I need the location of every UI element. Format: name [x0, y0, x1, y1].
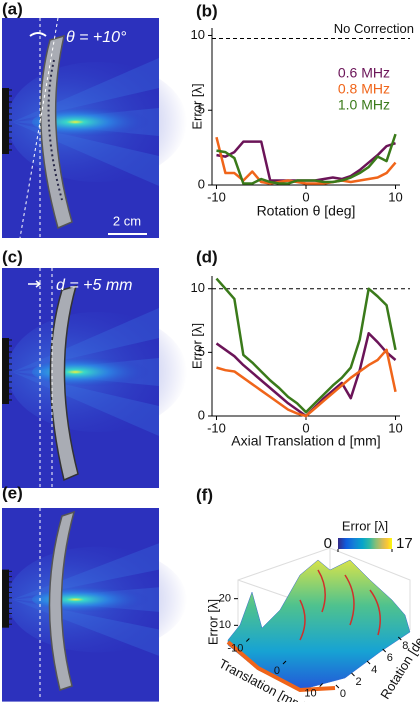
- x-tick-label: 0: [274, 665, 280, 677]
- z-axis-label: Error [λ]: [205, 599, 220, 645]
- y-tick-label: 5: [198, 102, 205, 117]
- bone-texture: [47, 59, 63, 201]
- legend-entry: 1.0 MHz: [338, 97, 390, 113]
- y-tick: [397, 636, 402, 641]
- panel-label: (f): [196, 485, 213, 504]
- y-tick-label: 0: [198, 407, 205, 422]
- shift-arrow: [28, 280, 42, 288]
- x-tick-label: -10: [207, 189, 226, 204]
- contour: [299, 569, 381, 641]
- field-image: [1, 17, 188, 239]
- reference-label: No Correction: [334, 21, 414, 36]
- series-line: [216, 348, 397, 418]
- scale-bar-label: 2 cm: [113, 213, 141, 228]
- y-tick-label: 5: [198, 344, 205, 359]
- series-line: [215, 277, 397, 414]
- series-line: [216, 140, 396, 182]
- colorbar-label: Error [λ]: [342, 518, 388, 533]
- panel-label: (a): [2, 0, 23, 18]
- y-axis-label: Error [λ]: [189, 323, 204, 369]
- colorbar-tick-label: 17: [396, 535, 413, 552]
- series-line: [216, 133, 397, 185]
- annotation: θ = +10°: [66, 29, 127, 46]
- x-tick-label: -10: [207, 420, 226, 435]
- x-tick-label: -10: [227, 642, 243, 654]
- y-axis-label: Error [λ]: [189, 83, 204, 129]
- field-image: [1, 267, 188, 489]
- z-tick-label: 10: [219, 619, 231, 631]
- z-tick-label: 20: [219, 593, 231, 605]
- field-image: [1, 507, 188, 702]
- series-line: [215, 136, 397, 185]
- error-surface: [227, 559, 411, 691]
- x-tick-label: 0: [302, 189, 309, 204]
- skull-fragment: [39, 34, 73, 230]
- panel-label: (b): [196, 1, 218, 20]
- x-tick: [319, 683, 324, 687]
- series-line: [215, 332, 397, 418]
- y-tick-label: 10: [191, 27, 205, 42]
- y-tick-label: 10: [191, 280, 205, 295]
- rotated-line: [19, 17, 59, 239]
- y-tick: [382, 648, 387, 653]
- panel-label: (e): [2, 483, 23, 502]
- y-tick-label: 2: [356, 676, 362, 688]
- x-tick-label: 10: [388, 420, 402, 435]
- skull-fragment: [48, 510, 76, 691]
- panel-label: (c): [2, 247, 23, 266]
- y-tick-label: 8: [402, 640, 408, 652]
- x-axis-label: Axial Translation d [mm]: [231, 433, 380, 449]
- y-tick-label: 6: [387, 652, 393, 664]
- y-tick-label: 0: [198, 176, 205, 191]
- colorbar: [338, 538, 392, 549]
- x-tick: [245, 638, 250, 642]
- colorbar-tick-label: 0: [324, 535, 332, 552]
- y-tick-label: 4: [371, 664, 377, 676]
- panel-label: (d): [196, 247, 218, 266]
- x-tick: [282, 660, 287, 665]
- y-tick: [351, 672, 355, 677]
- x-tick-label: 10: [388, 189, 402, 204]
- surface-plot: [226, 547, 411, 693]
- annotation: d = +5 mm: [56, 277, 132, 294]
- surface-edge: [226, 640, 336, 693]
- x-tick-label: 10: [304, 687, 316, 699]
- rotation-arrow: [29, 32, 47, 37]
- x-tick-label: 0: [302, 420, 309, 435]
- legend-entry: 0.8 MHz: [338, 81, 390, 97]
- legend-entry: 0.6 MHz: [338, 65, 390, 81]
- y-tick: [335, 684, 340, 689]
- x-axis-label: Rotation θ [deg]: [257, 203, 356, 219]
- y-tick: [366, 660, 371, 665]
- y-tick-label: 0: [340, 688, 346, 700]
